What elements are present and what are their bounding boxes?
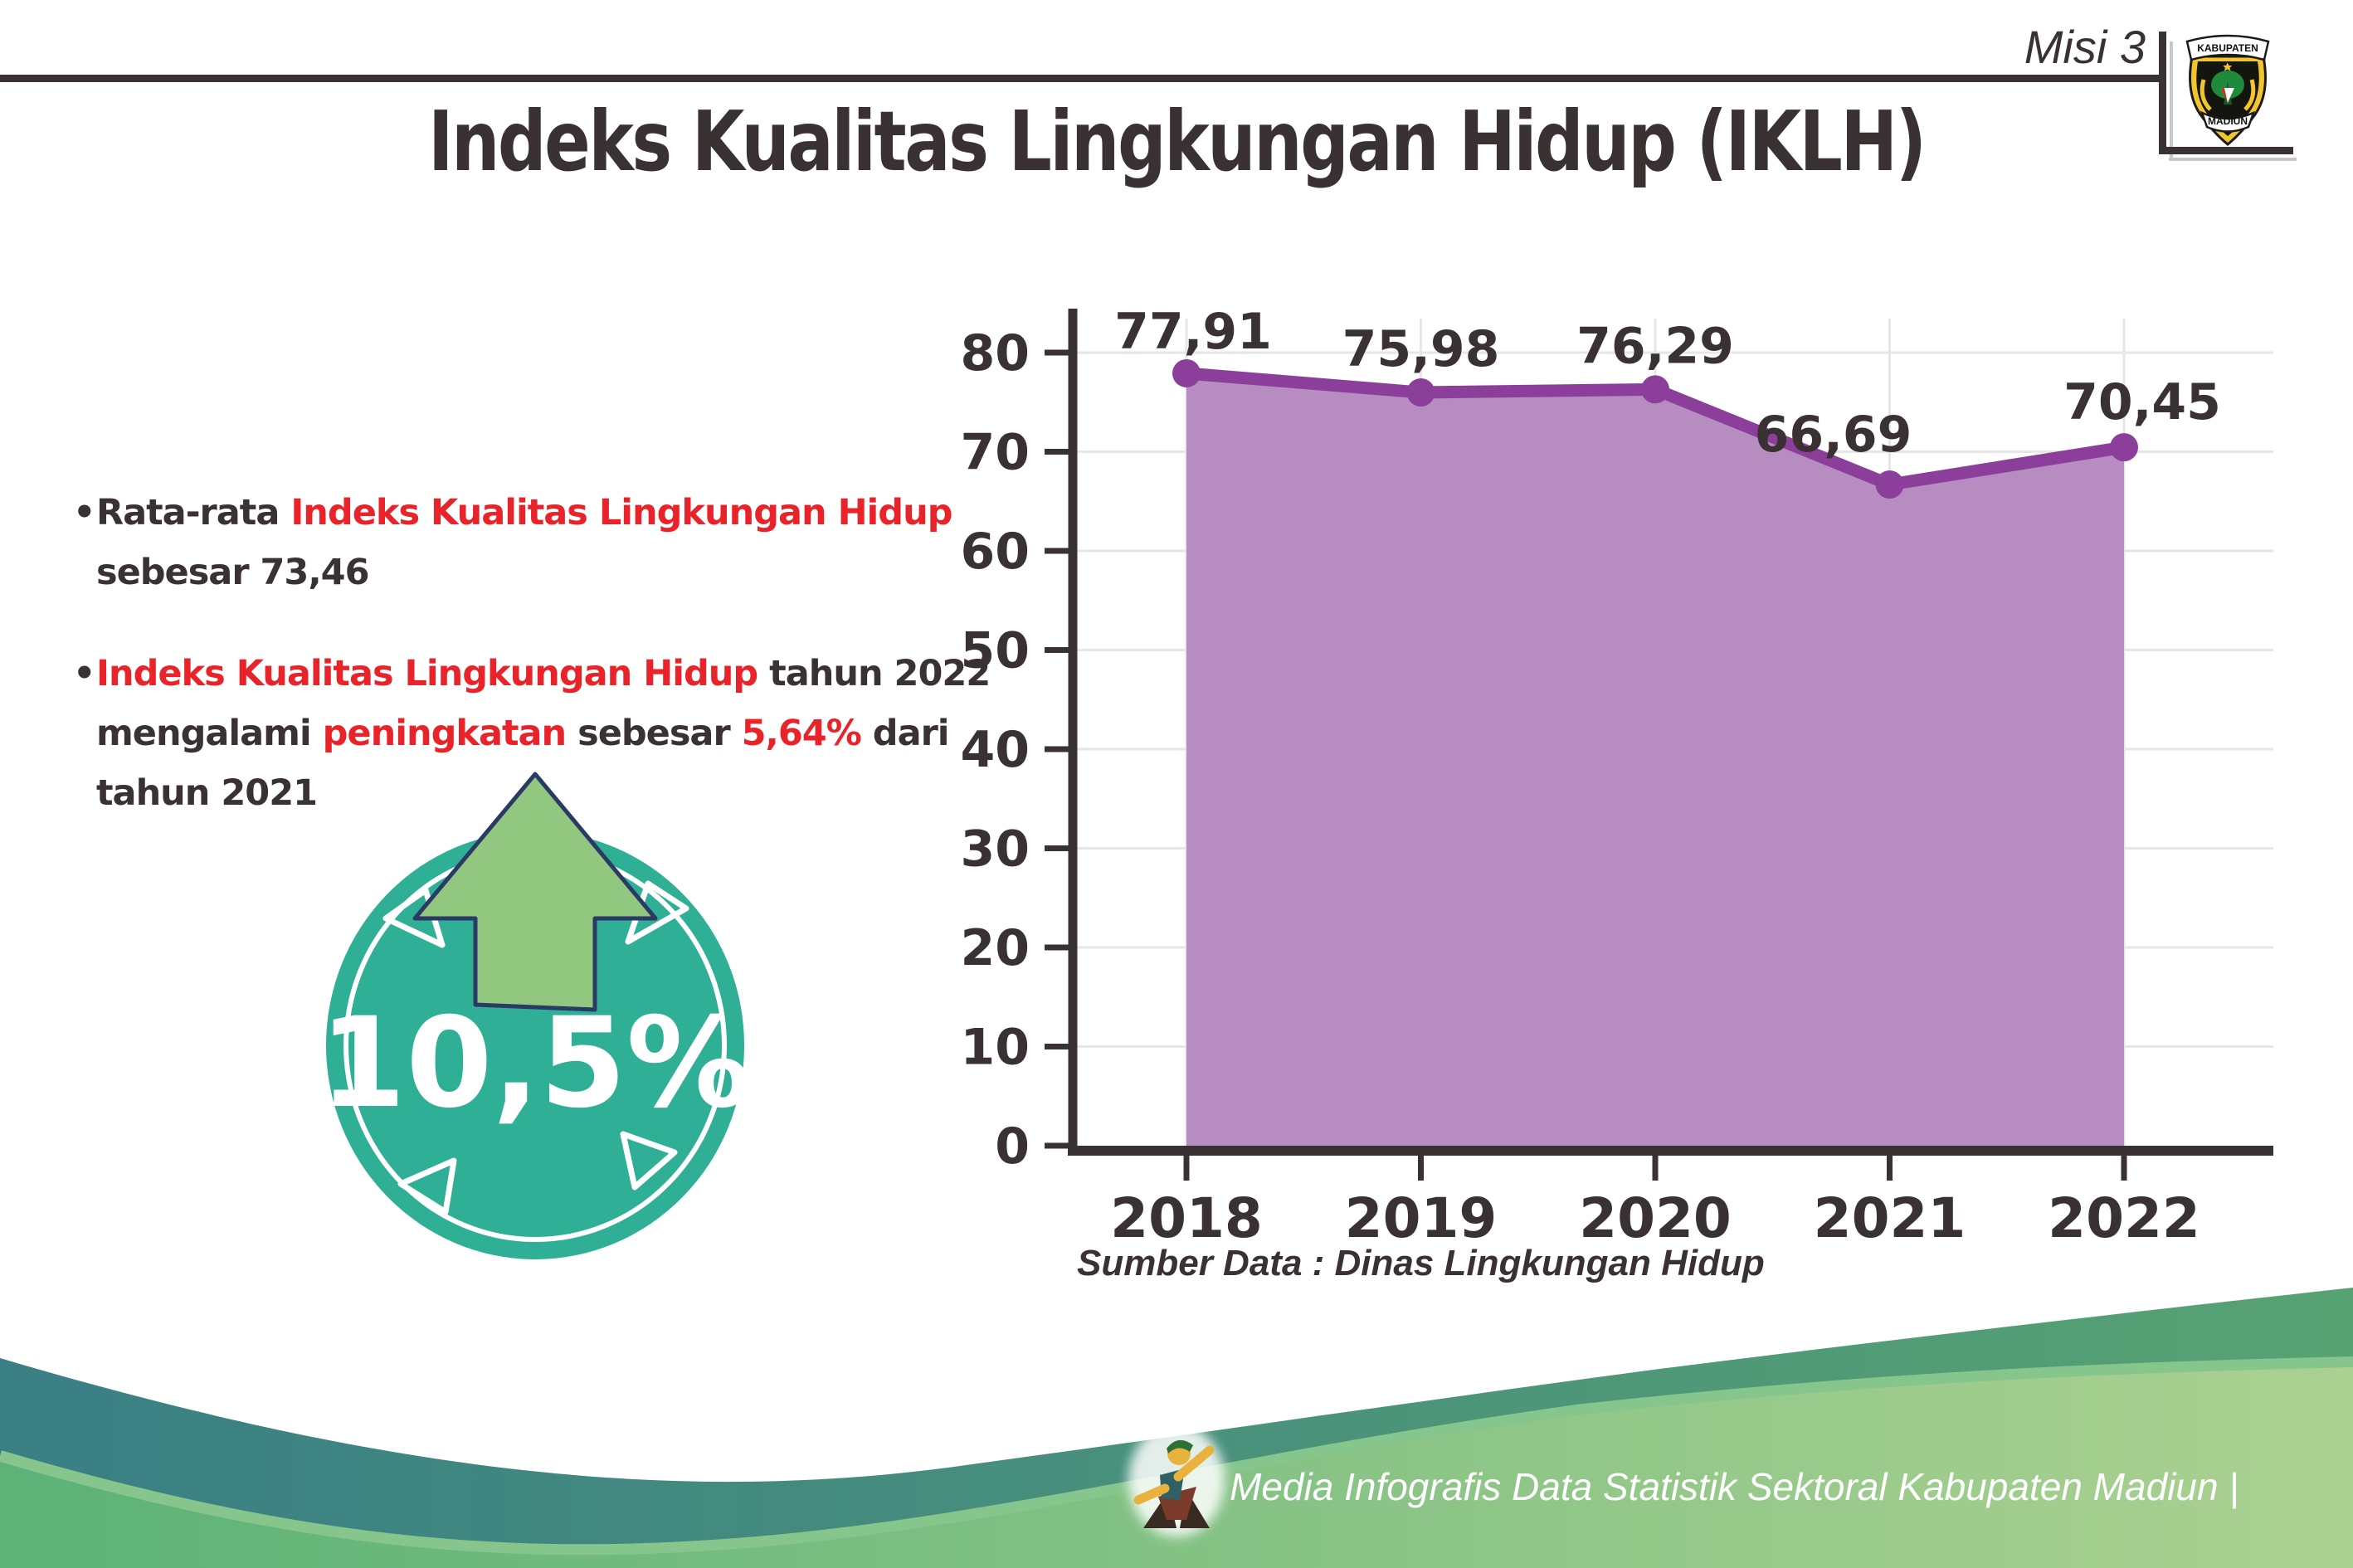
data-point — [1875, 470, 1904, 499]
bullet-marker: • — [73, 492, 95, 533]
bullet-text-segment: Indeks Kualitas Lingkungan Hidup — [290, 492, 952, 533]
footer-green-wave — [0, 1367, 2353, 1568]
data-point — [1641, 375, 1669, 404]
bullet-item: •Rata-rata Indeks Kualitas Lingkungan Hi… — [73, 483, 1052, 602]
y-tick-label: 30 — [961, 821, 1030, 879]
value-label: 75,98 — [1342, 320, 1500, 378]
footer-caption: Media Infografis Data Statistik Sektoral… — [1230, 1465, 2239, 1508]
bullet-line: tahun 2021 — [96, 763, 1052, 823]
y-tick-label: 80 — [961, 324, 1030, 382]
badge-spark-se — [620, 1131, 678, 1191]
x-tick-label: 2019 — [1345, 1186, 1498, 1250]
mascot-logo — [1128, 1424, 1225, 1536]
misi-label: Misi 3 — [2024, 21, 2146, 73]
x-tick-label: 2021 — [1814, 1186, 1966, 1250]
data-point — [1172, 358, 1201, 387]
area-fill — [1186, 373, 2124, 1147]
bullet-text-segment: 5,64% — [741, 713, 862, 754]
source-note: Sumber Data : Dinas Lingkungan Hidup — [1077, 1243, 1765, 1283]
bullet-line: sebesar 73,46 — [96, 543, 1052, 602]
y-tick-label: 60 — [961, 523, 1030, 581]
x-tick-label: 2022 — [2048, 1186, 2200, 1250]
bullet-line: •Indeks Kualitas Lingkungan Hidup tahun … — [73, 644, 1052, 704]
bullet-text-segment: Indeks Kualitas Lingkungan Hidup — [96, 653, 758, 694]
increase-badge: 10,5% — [319, 772, 751, 1259]
bullet-text-segment: peningkatan — [322, 713, 567, 754]
logo-bottom-text: MADIUN — [2208, 115, 2248, 127]
logo-frame-horizontal — [2159, 147, 2293, 154]
logo-frame-shadow-v — [2170, 41, 2173, 159]
kabupaten-madiun-logo: KABUPATEN MADIUN — [2185, 34, 2270, 146]
bullet-line: •Rata-rata Indeks Kualitas Lingkungan Hi… — [73, 483, 1052, 543]
bullet-text-segment: sebesar 73,46 — [96, 552, 370, 593]
y-tick-label: 20 — [961, 919, 1030, 977]
badge-value: 10,5% — [319, 991, 751, 1136]
bullet-list: •Rata-rata Indeks Kualitas Lingkungan Hi… — [73, 483, 1052, 864]
logo-frame-shadow-h — [2169, 158, 2297, 161]
logo-top-text: KABUPATEN — [2197, 42, 2258, 54]
value-label: 76,29 — [1576, 317, 1734, 375]
y-tick-label: 70 — [961, 424, 1030, 482]
value-label: 70,45 — [2063, 373, 2221, 431]
badge-spark-sw — [397, 1157, 457, 1215]
header-rule — [0, 75, 2161, 82]
bullet-text-segment: sebesar — [566, 713, 742, 754]
bullet-text-segment: mengalami — [96, 713, 323, 754]
bullet-text-segment: tahun 2021 — [96, 772, 318, 814]
x-tick-label: 2018 — [1110, 1186, 1263, 1250]
y-tick-label: 10 — [961, 1019, 1030, 1077]
y-tick-label: 0 — [995, 1118, 1030, 1176]
value-label: 77,91 — [1114, 303, 1272, 361]
footer-wave — [0, 1288, 2353, 1568]
y-tick-label: 40 — [961, 721, 1030, 779]
bullet-item: •Indeks Kualitas Lingkungan Hidup tahun … — [73, 644, 1052, 823]
bullet-marker: • — [73, 653, 95, 694]
bullet-text-segment: Rata-rata — [96, 492, 291, 533]
page-title: Indeks Kualitas Lingkungan Hidup (IKLH) — [428, 93, 1927, 190]
bullet-text-segment: dari — [860, 713, 950, 754]
data-point — [2110, 433, 2138, 462]
data-point — [1406, 378, 1435, 407]
logo-frame-vertical — [2159, 32, 2166, 154]
y-tick-label: 50 — [961, 622, 1030, 680]
value-label: 66,69 — [1755, 406, 1912, 464]
bullet-text-segment: tahun 2022 — [758, 653, 991, 694]
x-tick-label: 2020 — [1579, 1186, 1732, 1250]
up-arrow-icon — [412, 772, 658, 1012]
bullet-line: mengalami peningkatan sebesar 5,64% dari — [96, 704, 1052, 763]
